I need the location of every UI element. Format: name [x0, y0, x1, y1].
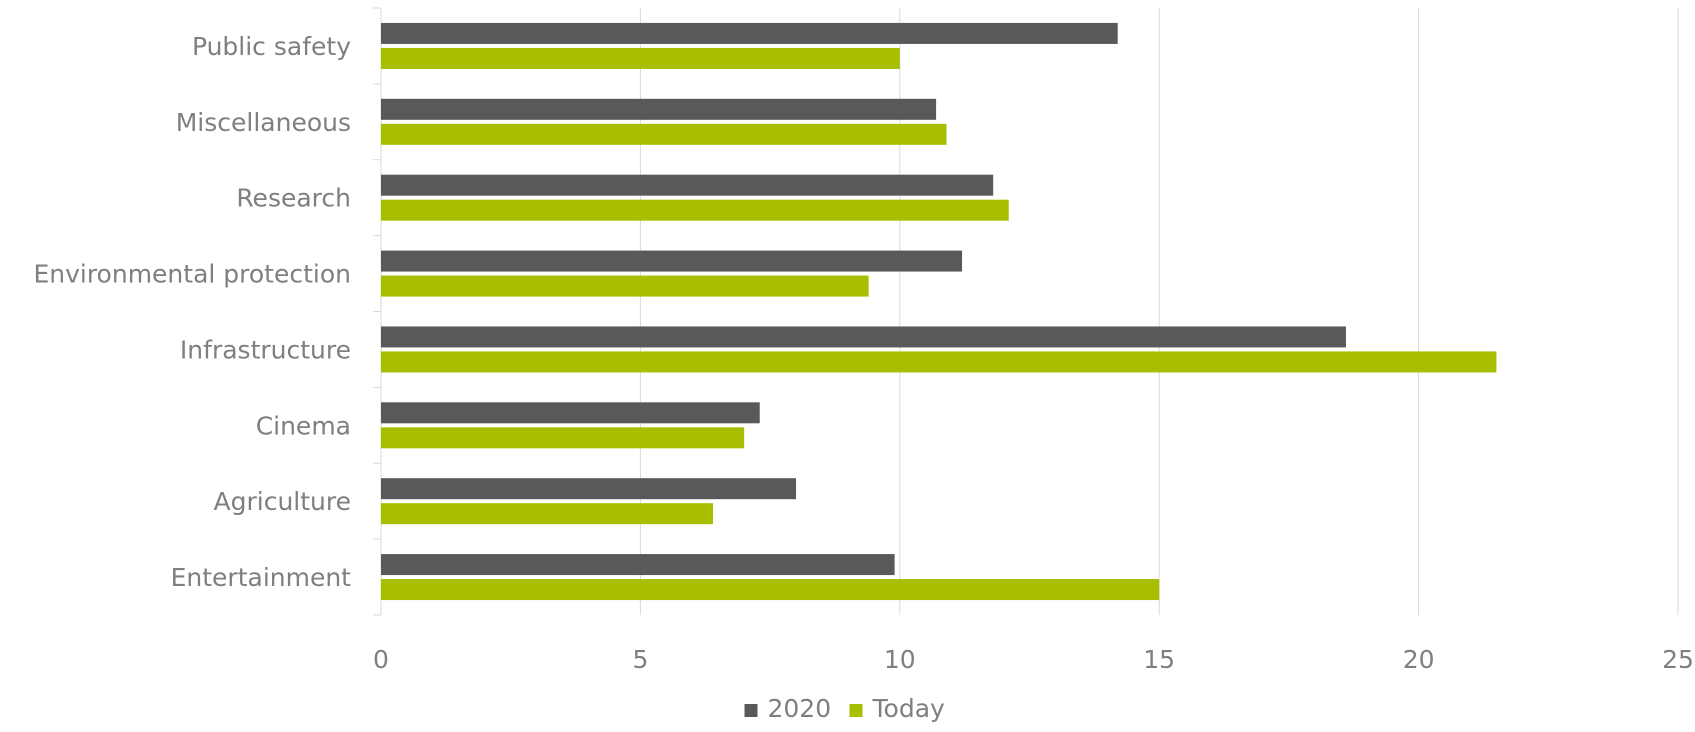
bar	[381, 554, 895, 575]
bar	[381, 200, 1009, 221]
x-tick-label: 20	[1403, 645, 1435, 674]
x-tick-label: 0	[373, 645, 389, 674]
x-tick-label: 5	[632, 645, 648, 674]
bar	[381, 427, 744, 448]
legend-label: Today	[872, 694, 946, 723]
bar	[381, 579, 1159, 600]
category-label: Cinema	[256, 411, 351, 440]
bar	[381, 124, 946, 145]
legend-swatch	[745, 704, 758, 717]
category-label: Entertainment	[171, 563, 352, 592]
category-label: Miscellaneous	[176, 108, 351, 137]
bar	[381, 478, 796, 499]
bar	[381, 326, 1346, 347]
bar	[381, 175, 993, 196]
x-tick-label: 10	[884, 645, 916, 674]
category-label: Public safety	[192, 32, 351, 61]
bar	[381, 503, 713, 524]
category-label: Environmental protection	[33, 260, 351, 289]
x-tick-label: 15	[1143, 645, 1175, 674]
category-label: Research	[236, 184, 351, 213]
bar	[381, 351, 1496, 372]
bar	[381, 48, 900, 69]
bar	[381, 251, 962, 272]
bar	[381, 402, 760, 423]
bar	[381, 23, 1118, 44]
bar	[381, 276, 869, 297]
category-label: Infrastructure	[180, 335, 351, 364]
x-tick-label: 25	[1662, 645, 1694, 674]
legend-swatch	[850, 704, 863, 717]
category-label: Agriculture	[214, 487, 352, 516]
legend-label: 2020	[768, 694, 832, 723]
bar	[381, 99, 936, 120]
